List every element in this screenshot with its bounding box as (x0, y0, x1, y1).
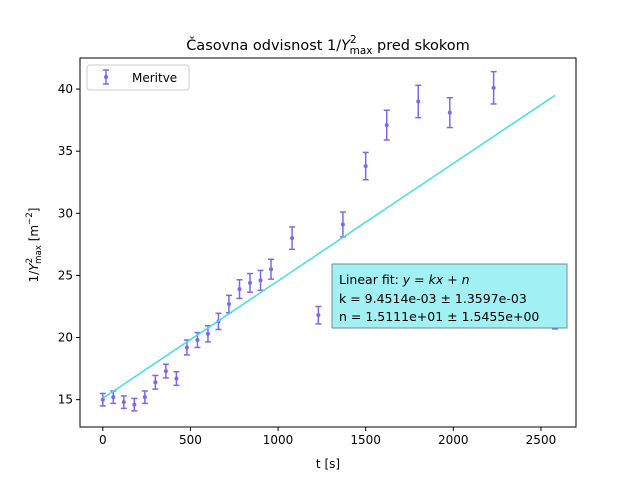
point-marker (184, 345, 189, 350)
y-axis-label: 1/Y2max [m−2] (25, 208, 44, 283)
y-ticks: 15 20 25 30 35 40 (58, 82, 80, 407)
fit-annotation-line2: k = 9.4514e-03 ± 1.3597e-03 (339, 291, 527, 306)
x-ticks: 0 500 1000 1500 2000 2500 (99, 427, 556, 447)
y-tick-label: 25 (58, 268, 73, 282)
legend-label: Meritve (132, 71, 177, 85)
points-layer (99, 70, 558, 412)
data-point (225, 294, 232, 314)
y-tick-label: 15 (58, 393, 73, 407)
point-marker (290, 236, 295, 241)
legend: Meritve (86, 64, 190, 91)
point-marker (205, 331, 210, 336)
data-point (236, 279, 243, 300)
point-marker (111, 395, 116, 400)
data-point (247, 272, 254, 293)
data-point (315, 305, 322, 325)
point-marker (142, 395, 147, 400)
data-point (131, 397, 138, 412)
fit-line (102, 94, 556, 399)
x-tick-label: 500 (179, 433, 202, 447)
y-tick-label: 30 (58, 206, 73, 220)
data-point (257, 269, 264, 292)
x-tick-label: 2000 (438, 433, 469, 447)
point-marker (363, 164, 368, 169)
data-point (362, 151, 369, 181)
point-marker (269, 267, 274, 272)
data-point (383, 109, 390, 141)
point-marker (132, 402, 137, 407)
legend-box (86, 64, 190, 91)
point-marker (248, 280, 253, 285)
point-marker (340, 222, 345, 227)
data-point (173, 370, 180, 387)
fit-annotation-line1: Linear fit: y = kx + n (339, 272, 470, 287)
x-tick-label: 0 (99, 433, 107, 447)
data-point (415, 84, 422, 119)
point-marker (195, 338, 200, 343)
point-marker (416, 99, 421, 104)
point-marker (316, 313, 321, 318)
point-marker (491, 85, 496, 90)
chart-title: Časovna odvisnost 1/Y2 max pred skokom (186, 34, 470, 57)
data-point (152, 374, 159, 390)
data-point (141, 390, 148, 405)
data-point (446, 97, 453, 129)
fit-annotation-line3: n = 1.5111e+01 ± 1.5455e+00 (339, 309, 539, 324)
plot-area (79, 57, 577, 428)
point-marker (121, 400, 126, 405)
point-marker (100, 397, 105, 402)
data-point (268, 258, 275, 280)
x-tick-label: 2500 (526, 433, 557, 447)
y-tick-label: 40 (58, 82, 73, 96)
data-point (99, 392, 106, 407)
data-point (120, 395, 127, 410)
data-point (339, 211, 346, 238)
y-tick-label: 20 (58, 331, 73, 345)
point-marker (258, 278, 263, 283)
data-point (162, 363, 169, 379)
x-axis-label: t [s] (316, 457, 340, 471)
x-tick-label: 1500 (350, 433, 381, 447)
legend-marker (103, 69, 109, 85)
point-marker (226, 302, 231, 306)
fit-annotation-box (331, 263, 568, 329)
point-marker (447, 110, 452, 115)
point-marker (163, 369, 168, 374)
point-marker (153, 380, 158, 385)
y-tick-label: 35 (58, 144, 73, 158)
point-marker (237, 287, 242, 292)
data-point (289, 226, 296, 251)
fit-annotation: Linear fit: y = kx + n k = 9.4514e-03 ± … (331, 263, 568, 329)
point-marker (174, 376, 179, 381)
point-marker (384, 123, 389, 128)
x-tick-label: 1000 (263, 433, 294, 447)
data-point (490, 70, 497, 105)
